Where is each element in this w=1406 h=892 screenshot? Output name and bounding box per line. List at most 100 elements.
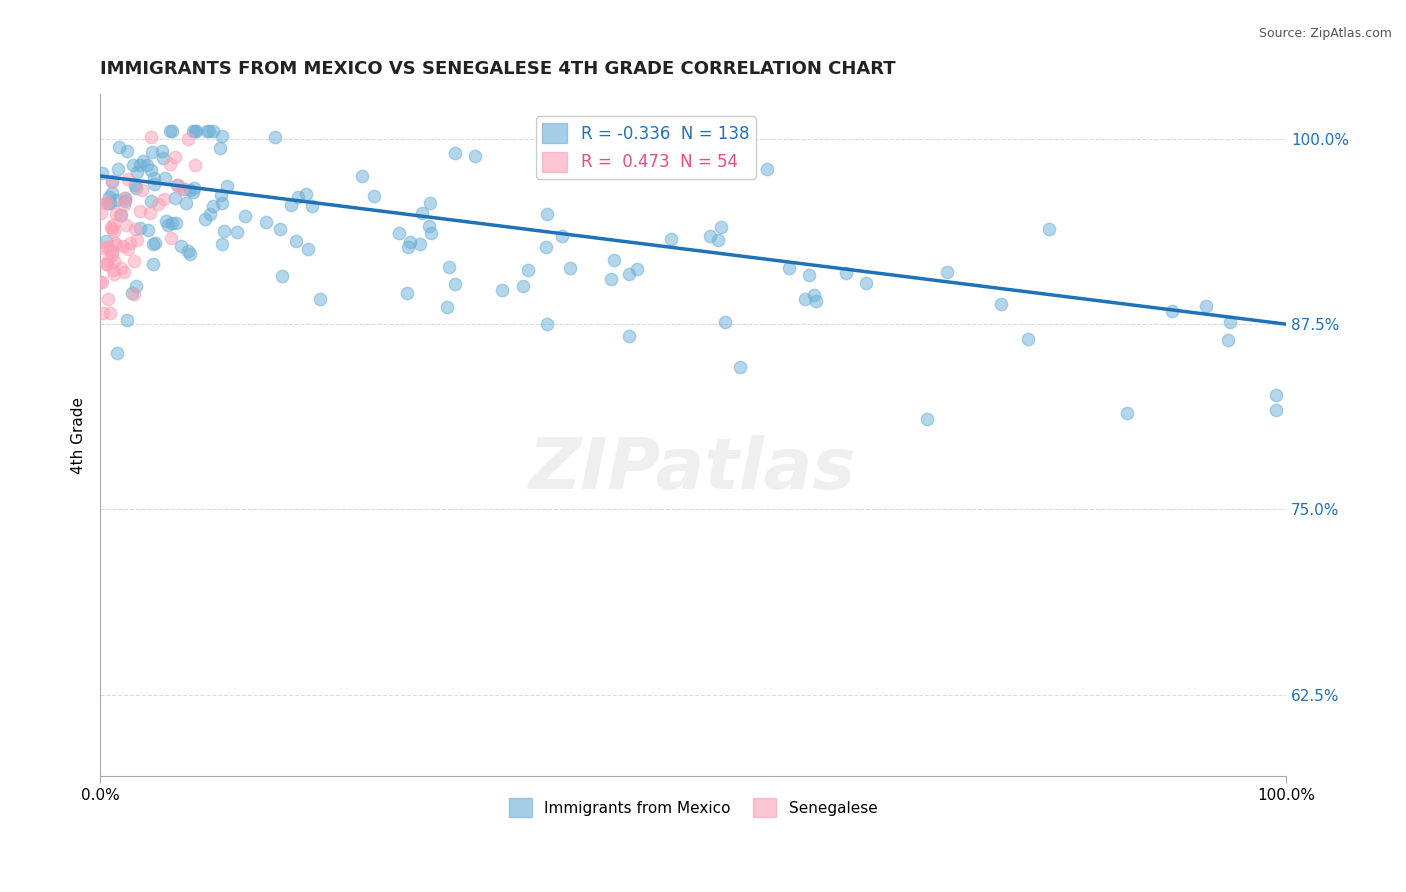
Point bbox=[177, 132, 200, 146]
Point bbox=[117, 171, 139, 186]
Point bbox=[179, 183, 201, 197]
Point bbox=[160, 124, 183, 138]
Point bbox=[395, 286, 418, 301]
Point bbox=[136, 157, 159, 171]
Point bbox=[166, 178, 188, 192]
Point bbox=[181, 186, 204, 200]
Point bbox=[98, 306, 121, 320]
Point bbox=[101, 219, 124, 233]
Point bbox=[419, 195, 441, 210]
Point bbox=[270, 268, 292, 283]
Point bbox=[728, 360, 751, 375]
Point bbox=[136, 223, 159, 237]
Point bbox=[444, 146, 467, 161]
Point bbox=[142, 258, 165, 272]
Point bbox=[97, 252, 120, 267]
Point bbox=[143, 177, 166, 191]
Point bbox=[363, 188, 385, 202]
Point bbox=[131, 183, 153, 197]
Point bbox=[125, 180, 148, 194]
Point bbox=[165, 150, 187, 164]
Point bbox=[155, 214, 177, 228]
Point bbox=[803, 287, 825, 301]
Point bbox=[98, 196, 121, 211]
Point bbox=[197, 124, 219, 138]
Point bbox=[439, 260, 461, 274]
Point bbox=[108, 140, 131, 154]
Point bbox=[114, 194, 136, 209]
Point bbox=[97, 196, 120, 211]
Point bbox=[104, 193, 127, 207]
Point bbox=[97, 292, 120, 306]
Point bbox=[264, 130, 287, 145]
Point bbox=[309, 293, 332, 307]
Point bbox=[91, 306, 114, 320]
Point bbox=[600, 271, 623, 285]
Point bbox=[560, 261, 582, 276]
Point bbox=[209, 141, 232, 155]
Point bbox=[181, 124, 204, 138]
Point bbox=[125, 233, 148, 247]
Point bbox=[118, 236, 141, 251]
Point bbox=[96, 240, 118, 254]
Point bbox=[114, 191, 136, 205]
Point bbox=[419, 226, 441, 240]
Point bbox=[280, 198, 302, 212]
Point bbox=[211, 196, 233, 211]
Text: ZIPatlas: ZIPatlas bbox=[529, 435, 856, 504]
Point bbox=[122, 253, 145, 268]
Point bbox=[990, 297, 1012, 311]
Point bbox=[90, 275, 112, 289]
Point bbox=[160, 216, 183, 230]
Point bbox=[101, 222, 124, 236]
Point bbox=[139, 194, 162, 208]
Point bbox=[124, 178, 146, 192]
Point bbox=[301, 199, 323, 213]
Point bbox=[142, 237, 165, 252]
Point bbox=[294, 186, 316, 201]
Point bbox=[536, 317, 558, 331]
Point bbox=[418, 219, 440, 234]
Point bbox=[141, 163, 163, 178]
Point bbox=[177, 244, 200, 258]
Point bbox=[194, 212, 217, 227]
Point bbox=[183, 181, 205, 195]
Point bbox=[388, 226, 411, 240]
Point bbox=[797, 268, 820, 283]
Point bbox=[159, 157, 181, 171]
Point bbox=[915, 412, 938, 426]
Point bbox=[1265, 388, 1288, 402]
Point bbox=[114, 191, 136, 205]
Point bbox=[90, 206, 112, 220]
Point bbox=[835, 266, 858, 280]
Point bbox=[626, 261, 648, 276]
Point bbox=[211, 128, 233, 143]
Point bbox=[156, 218, 179, 232]
Point bbox=[159, 124, 181, 138]
Point bbox=[89, 275, 111, 289]
Point bbox=[184, 124, 207, 138]
Point bbox=[398, 235, 420, 250]
Point bbox=[212, 224, 235, 238]
Point bbox=[124, 279, 146, 293]
Point bbox=[233, 209, 256, 223]
Point bbox=[114, 265, 136, 279]
Point bbox=[152, 151, 174, 165]
Point bbox=[617, 267, 640, 281]
Point bbox=[793, 292, 815, 306]
Point bbox=[141, 130, 163, 145]
Point bbox=[101, 186, 124, 200]
Point bbox=[195, 124, 218, 138]
Point bbox=[121, 286, 143, 301]
Point bbox=[1115, 406, 1137, 420]
Point bbox=[174, 195, 197, 210]
Point bbox=[127, 164, 149, 178]
Point bbox=[138, 206, 160, 220]
Point bbox=[173, 181, 195, 195]
Point bbox=[1265, 403, 1288, 417]
Point bbox=[105, 346, 128, 360]
Point bbox=[396, 240, 419, 254]
Point bbox=[93, 242, 115, 256]
Point bbox=[804, 294, 827, 309]
Point bbox=[152, 193, 174, 207]
